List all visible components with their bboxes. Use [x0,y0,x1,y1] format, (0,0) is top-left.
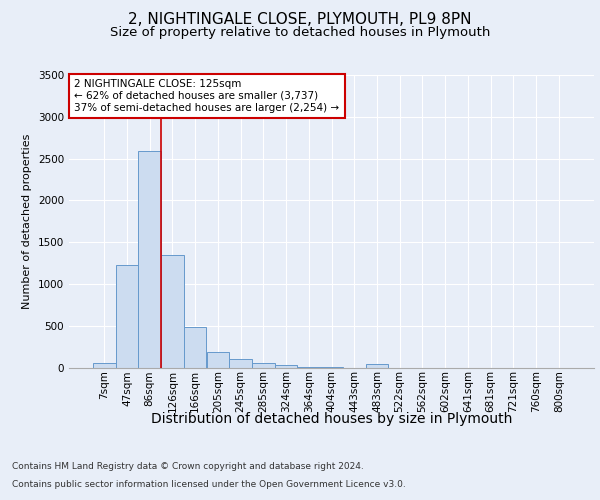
Bar [116,264,139,368]
Bar [139,151,161,368]
Bar [252,364,275,368]
Bar [229,358,252,368]
Text: 2, NIGHTINGALE CLOSE, PLYMOUTH, PL9 8PN: 2, NIGHTINGALE CLOSE, PLYMOUTH, PL9 8PN [128,12,472,28]
Text: Contains public sector information licensed under the Open Government Licence v3: Contains public sector information licen… [12,480,406,489]
Bar [206,352,229,368]
Bar [184,326,206,368]
Bar [161,254,184,368]
Text: Distribution of detached houses by size in Plymouth: Distribution of detached houses by size … [151,412,512,426]
Bar [298,366,320,368]
Bar [275,366,298,368]
Text: 2 NIGHTINGALE CLOSE: 125sqm
← 62% of detached houses are smaller (3,737)
37% of : 2 NIGHTINGALE CLOSE: 125sqm ← 62% of det… [74,80,340,112]
Text: Size of property relative to detached houses in Plymouth: Size of property relative to detached ho… [110,26,490,39]
Text: Contains HM Land Registry data © Crown copyright and database right 2024.: Contains HM Land Registry data © Crown c… [12,462,364,471]
Bar [93,364,116,368]
Y-axis label: Number of detached properties: Number of detached properties [22,134,32,309]
Bar [365,364,388,368]
